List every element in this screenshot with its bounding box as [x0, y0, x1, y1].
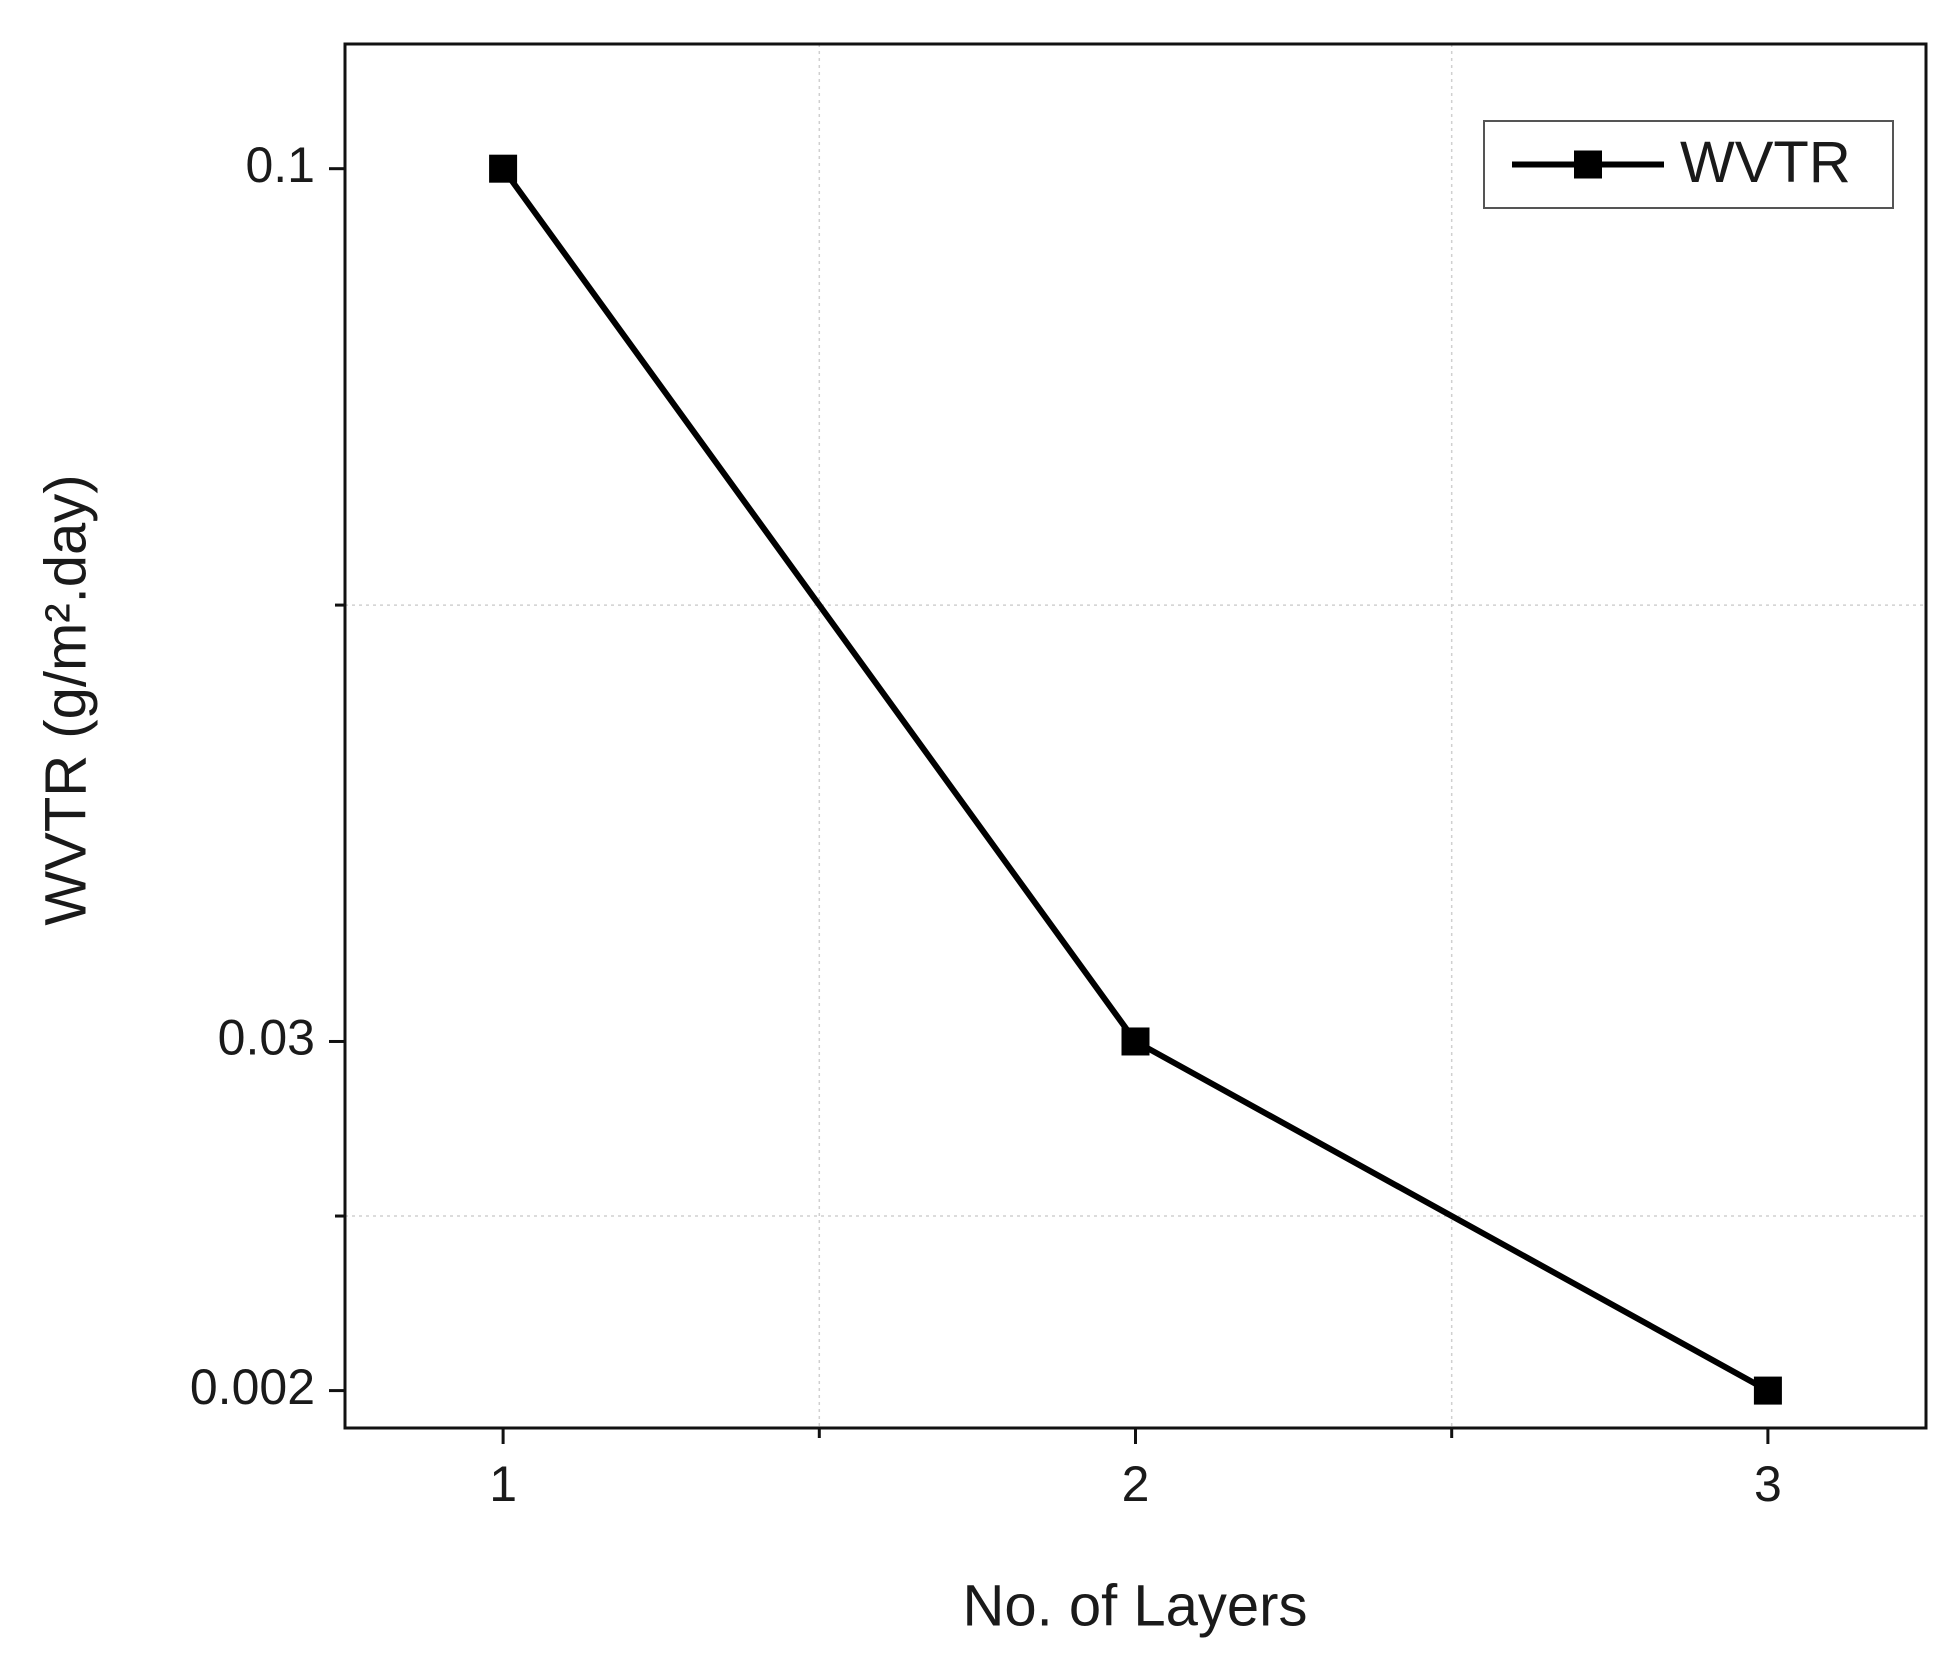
line: [500, 166, 1770, 1394]
legend-label: WVTR: [1680, 130, 1851, 195]
x-axis-label: No. of Layers: [963, 1573, 1308, 1638]
legend-marker: [1574, 150, 1602, 179]
marker: [1753, 1376, 1782, 1405]
y-tick-label: 0.03: [218, 1010, 315, 1066]
y-tick-label: 0.1: [245, 137, 315, 193]
marker: [1121, 1027, 1150, 1056]
y-axis-label: WVTR (g/m².day): [33, 474, 98, 925]
x-tick-label: 3: [1754, 1456, 1782, 1512]
plot-frame: [343, 42, 1928, 1430]
marker: [489, 154, 518, 183]
y-tick-label: 0.002: [190, 1359, 315, 1415]
x-tick-label: 2: [1122, 1456, 1150, 1512]
x-tick-label: 1: [489, 1456, 517, 1512]
